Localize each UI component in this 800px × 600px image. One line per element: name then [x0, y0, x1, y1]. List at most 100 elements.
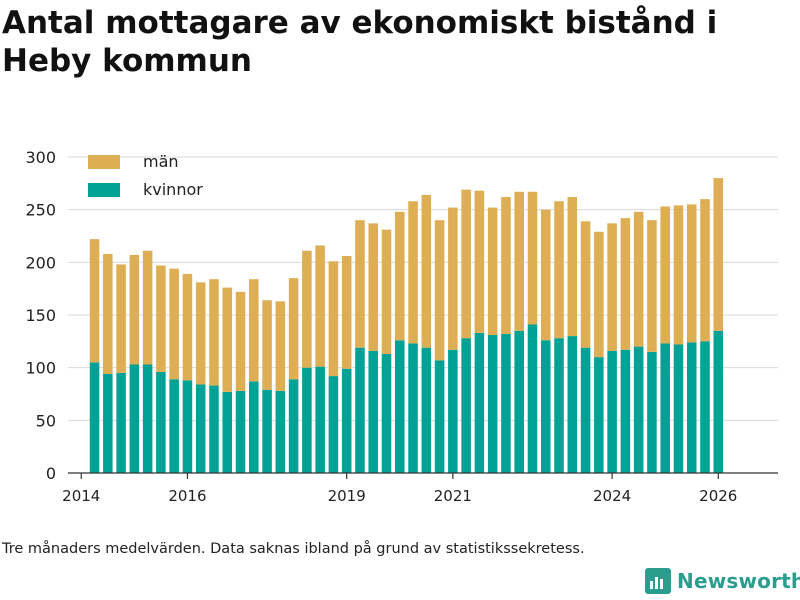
bar-kvinnor: [620, 349, 631, 473]
x-tick-label: 2026: [699, 487, 737, 505]
bar-man: [607, 223, 617, 351]
bar-kvinnor: [567, 336, 578, 473]
bar-kvinnor: [647, 351, 657, 473]
bar-man: [103, 253, 113, 374]
bar-man: [487, 207, 498, 336]
bar-man: [434, 220, 445, 361]
bar-man: [474, 190, 485, 333]
bar-kvinnor: [434, 360, 445, 473]
bar-kvinnor: [368, 350, 379, 473]
y-tick-label: 150: [25, 306, 56, 325]
bar-kvinnor: [487, 335, 498, 473]
bar-man: [142, 250, 153, 365]
y-tick-label: 300: [25, 148, 56, 167]
bar-man: [129, 254, 140, 365]
y-tick-label: 100: [25, 359, 56, 378]
bar-kvinnor: [394, 340, 405, 473]
x-tick-label: 2021: [434, 487, 472, 505]
bar-man: [368, 223, 379, 351]
bar-man: [302, 250, 312, 368]
newsworthy-logo-icon: [645, 568, 671, 594]
bar-kvinnor: [116, 372, 126, 473]
bar-kvinnor: [607, 350, 617, 473]
bar-man: [116, 264, 126, 373]
bar-kvinnor: [713, 330, 724, 473]
y-tick-label: 250: [25, 201, 56, 220]
bar-kvinnor: [527, 324, 538, 473]
bar-man: [408, 201, 418, 344]
bar-kvinnor: [195, 384, 206, 473]
bar-kvinnor: [142, 364, 153, 473]
bar-man: [315, 245, 325, 367]
bar-kvinnor: [474, 332, 485, 473]
bar-kvinnor: [355, 347, 365, 473]
bar-kvinnor: [182, 380, 193, 473]
bar-kvinnor: [209, 385, 219, 473]
bar-kvinnor: [381, 353, 392, 473]
bar-man: [89, 239, 100, 363]
bar-kvinnor: [594, 357, 604, 473]
bar-man: [620, 218, 631, 350]
bar-kvinnor: [554, 338, 564, 473]
legend-label-man: män: [143, 152, 179, 171]
bar-man: [156, 265, 166, 372]
brand-name: Newsworthy: [677, 569, 800, 593]
bar-kvinnor: [275, 390, 286, 473]
bar-kvinnor: [288, 379, 299, 473]
bar-man: [594, 231, 604, 358]
bar-man: [713, 178, 724, 331]
bar-man: [328, 261, 339, 377]
bar-kvinnor: [302, 367, 312, 473]
bar-man: [540, 209, 551, 341]
bar-man: [235, 291, 246, 391]
bar-man: [660, 206, 670, 344]
bar-man: [448, 207, 458, 350]
bar-man: [501, 197, 511, 334]
x-tick-label: 2014: [62, 487, 100, 505]
bar-kvinnor: [421, 347, 432, 473]
bar-kvinnor: [633, 346, 644, 473]
bar-man: [700, 199, 710, 342]
bar-kvinnor: [700, 341, 710, 473]
bar-man: [567, 197, 578, 337]
bar-kvinnor: [514, 330, 524, 473]
bar-kvinnor: [341, 368, 352, 473]
bar-kvinnor: [249, 381, 259, 473]
bar-man: [169, 268, 179, 380]
bar-kvinnor: [580, 347, 591, 473]
bar-kvinnor: [673, 344, 684, 473]
bar-man: [514, 191, 524, 331]
bar-man: [288, 278, 299, 380]
bar-man: [673, 205, 684, 345]
bar-kvinnor: [89, 362, 100, 473]
bar-kvinnor: [235, 390, 246, 473]
brand-logo[interactable]: Newsworthy: [645, 568, 800, 594]
bar-kvinnor: [315, 366, 325, 473]
bar-man: [647, 220, 657, 352]
bar-man: [686, 204, 697, 343]
bar-man: [527, 191, 538, 325]
bar-man: [554, 201, 564, 339]
bar-kvinnor: [169, 379, 179, 473]
bar-man: [262, 300, 272, 390]
bar-kvinnor: [408, 343, 418, 473]
bar-man: [394, 211, 405, 341]
bar-kvinnor: [501, 333, 511, 473]
x-tick-label: 2019: [328, 487, 366, 505]
bar-man: [182, 273, 193, 381]
bar-man: [249, 279, 259, 382]
bar-man: [580, 221, 591, 348]
legend-swatch-kvinnor: [88, 183, 120, 197]
bar-kvinnor: [461, 338, 471, 473]
bar-man: [222, 287, 233, 392]
bar-kvinnor: [156, 371, 166, 473]
bar-kvinnor: [222, 391, 233, 473]
legend-label-kvinnor: kvinnor: [143, 180, 203, 199]
bar-man: [421, 194, 432, 348]
bar-kvinnor: [540, 340, 551, 473]
bar-man: [381, 229, 392, 354]
footnote: Tre månaders medelvärden. Data saknas ib…: [2, 541, 585, 557]
bar-man: [209, 279, 219, 386]
bar-kvinnor: [448, 349, 458, 473]
bar-kvinnor: [103, 373, 113, 473]
